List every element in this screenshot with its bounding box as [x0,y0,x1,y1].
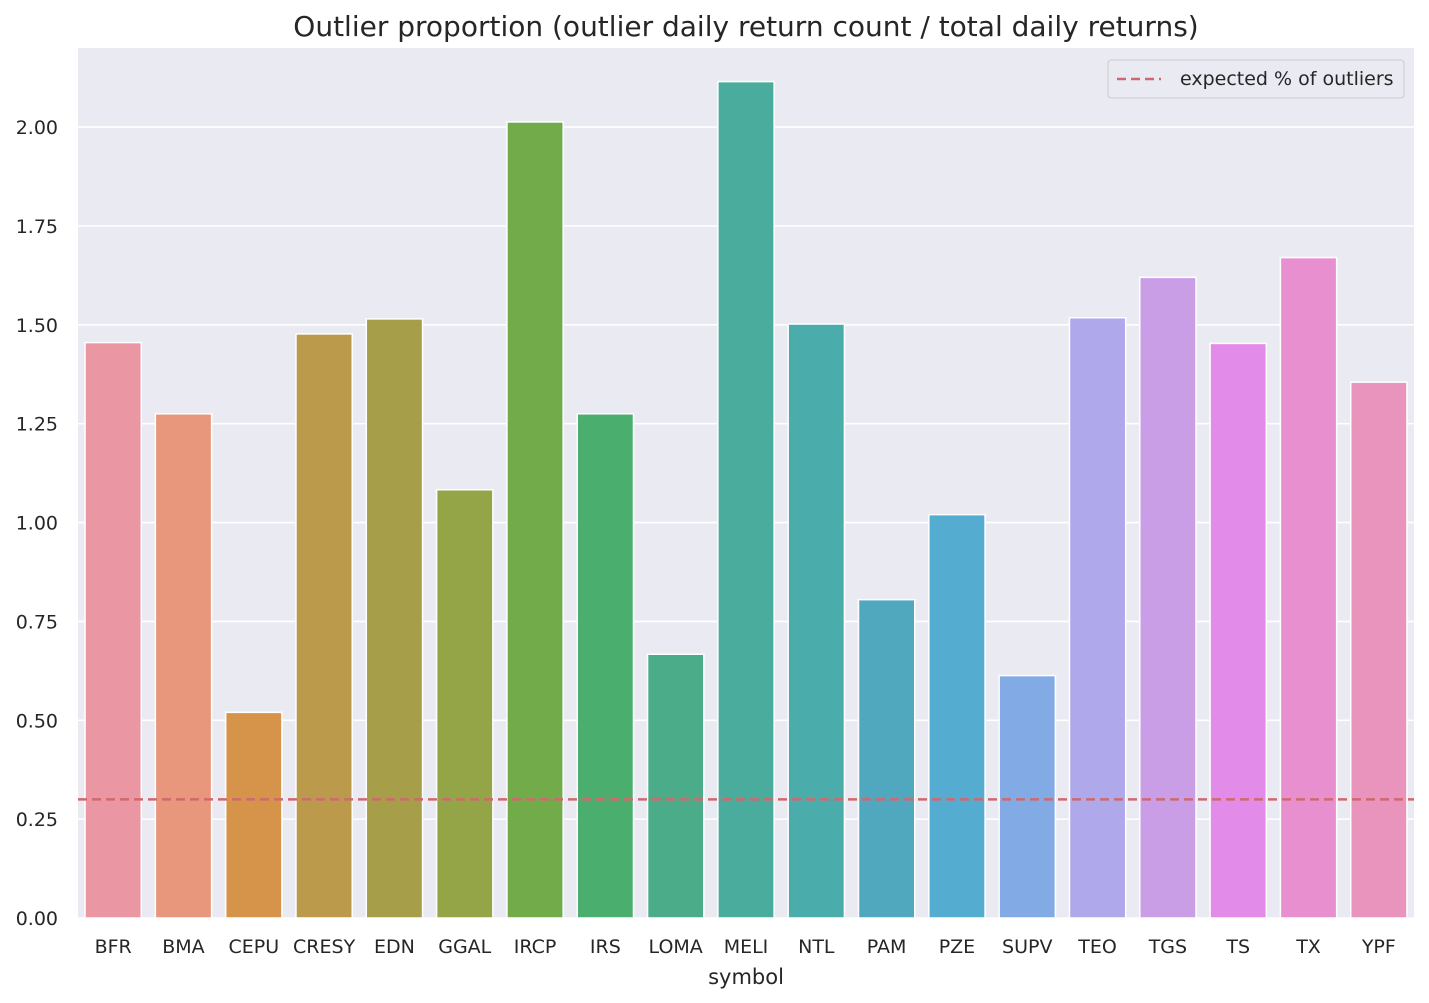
bar-supv [998,674,1057,919]
bar-pam [857,598,916,919]
x-tick-label: SUPV [1002,936,1052,958]
x-tick-label: TGS [1148,936,1187,958]
bar-ggal [435,488,494,919]
x-tick-label: EDN [374,936,415,958]
y-tick-label: 0.00 [16,908,58,930]
y-tick-label: 0.25 [16,809,58,831]
y-tick-label: 0.50 [16,710,58,732]
x-tick-label: IRS [590,936,621,958]
bar-pze [928,513,986,919]
legend-label: expected % of outliers [1180,68,1394,90]
x-tick-label: BFR [95,936,132,958]
bar-ypf [1349,381,1408,919]
x-tick-label: CEPU [228,936,279,958]
bar-cepu [224,711,283,919]
y-tick-label: 0.75 [16,611,58,633]
bar-ts [1209,342,1268,919]
bar-tx [1279,256,1338,919]
x-tick-label: GGAL [438,936,491,958]
bar-loma [646,653,705,919]
bar-ircp [506,121,564,919]
x-tick-label: TEO [1077,936,1117,958]
x-tick-label: NTL [798,936,835,958]
y-axis-ticks: 0.00 0.25 0.50 0.75 1.00 1.25 1.50 1.75 2.00 [16,117,58,930]
bar-edn [365,318,424,919]
bar-irs [576,413,635,919]
x-tick-label: TS [1225,936,1250,958]
bar-bma [154,413,213,919]
chart-title: Outlier proportion (outlier daily return… [293,10,1198,43]
x-axis-ticks: BFR BMA CEPU CRESY EDN GGAL IRCP IRS LOMA MELI NTL… [95,936,1396,958]
bar-cresy [295,333,353,919]
bar-teo [1068,316,1127,919]
y-tick-label: 2.00 [16,117,58,139]
x-tick-label: CRESY [293,936,356,958]
x-tick-label: TX [1295,936,1321,958]
y-tick-label: 1.50 [16,315,58,337]
legend: expected % of outliers [1107,59,1405,99]
x-tick-label: BMA [162,936,204,958]
x-tick-label: LOMA [649,936,703,958]
x-tick-label: PAM [867,936,907,958]
legend-box [1107,59,1405,99]
x-axis-label: symbol [708,965,784,989]
x-tick-label: IRCP [514,936,557,958]
bar-meli [717,80,775,919]
x-tick-label: PZE [939,936,975,958]
bar-bfr [84,341,143,919]
x-tick-label: YPF [1361,936,1396,958]
y-tick-label: 1.75 [16,216,58,238]
x-tick-label: MELI [724,936,769,958]
y-tick-label: 1.25 [16,414,58,436]
bar-tgs [1139,276,1197,919]
bars [84,80,1408,919]
bar-ntl [787,323,846,919]
y-tick-label: 1.00 [16,513,58,535]
